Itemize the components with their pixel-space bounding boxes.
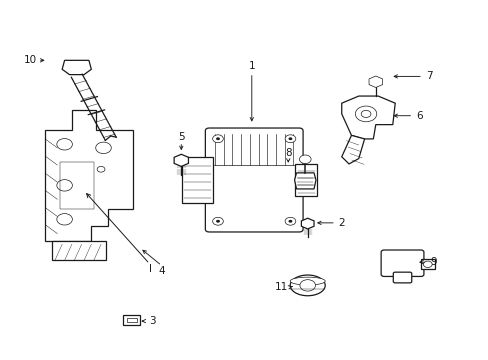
FancyBboxPatch shape [380, 250, 423, 276]
Polygon shape [301, 218, 313, 229]
Text: 8: 8 [285, 148, 291, 158]
Circle shape [299, 155, 310, 163]
Polygon shape [174, 154, 188, 166]
Bar [122, 315, 140, 325]
Circle shape [57, 180, 72, 191]
Circle shape [216, 220, 220, 223]
FancyBboxPatch shape [205, 128, 303, 232]
Text: 2: 2 [338, 218, 345, 228]
Polygon shape [341, 96, 394, 139]
Text: 4: 4 [158, 266, 165, 276]
Polygon shape [294, 173, 315, 189]
Circle shape [361, 111, 370, 117]
Circle shape [212, 135, 223, 143]
Circle shape [355, 106, 376, 122]
Circle shape [96, 142, 111, 154]
Text: 10: 10 [24, 55, 37, 65]
Circle shape [288, 220, 292, 223]
Ellipse shape [289, 277, 325, 285]
Circle shape [285, 135, 295, 143]
Bar [420, 259, 434, 269]
Circle shape [97, 166, 105, 172]
Bar [126, 318, 136, 322]
Polygon shape [62, 60, 91, 75]
Circle shape [212, 217, 223, 225]
Text: 5: 5 [178, 132, 184, 142]
Circle shape [57, 139, 72, 150]
Polygon shape [341, 135, 364, 164]
Ellipse shape [289, 275, 325, 296]
Circle shape [57, 213, 72, 225]
Polygon shape [45, 111, 132, 241]
Bar [295, 164, 317, 196]
Text: 3: 3 [148, 316, 155, 326]
Circle shape [285, 217, 295, 225]
Circle shape [299, 280, 315, 291]
Circle shape [216, 137, 220, 140]
Text: 9: 9 [430, 257, 437, 267]
Circle shape [288, 137, 292, 140]
Text: 1: 1 [248, 61, 255, 71]
Circle shape [423, 261, 431, 267]
Text: 7: 7 [425, 71, 432, 81]
FancyBboxPatch shape [392, 272, 411, 283]
Bar [181, 157, 213, 203]
Text: 11: 11 [274, 282, 287, 292]
Polygon shape [368, 76, 382, 87]
Text: 6: 6 [415, 111, 422, 121]
Bar [52, 241, 106, 260]
